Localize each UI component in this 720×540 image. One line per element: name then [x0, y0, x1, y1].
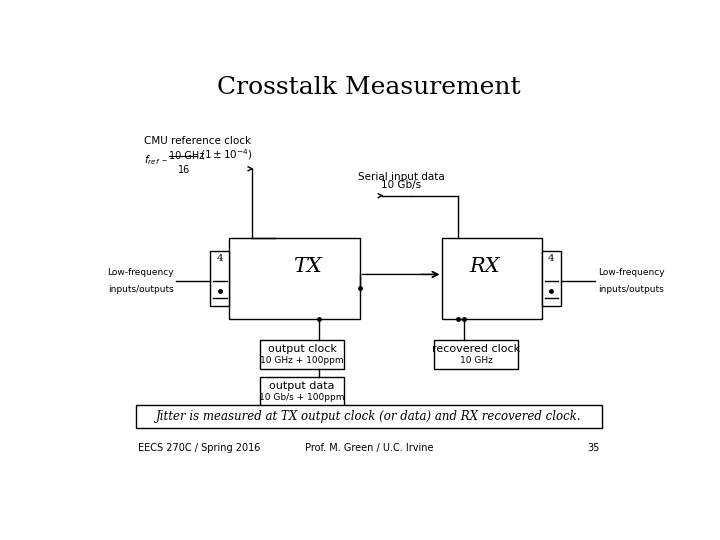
Bar [210, 251, 229, 306]
Text: RX: RX [469, 257, 500, 276]
Text: 10 Gb/s + 100ppm: 10 Gb/s + 100ppm [259, 393, 345, 402]
Text: Serial input data: Serial input data [358, 172, 445, 182]
Text: output data: output data [269, 381, 335, 391]
Text: 4: 4 [548, 254, 555, 263]
Text: Jitter is measured at TX output clock (or data) and RX recovered clock.: Jitter is measured at TX output clock (o… [156, 410, 582, 423]
Text: EECS 270C / Spring 2016: EECS 270C / Spring 2016 [138, 443, 261, 453]
Text: inputs/outputs: inputs/outputs [109, 285, 174, 294]
Bar [261, 340, 343, 369]
Text: Prof. M. Green / U.C. Irvine: Prof. M. Green / U.C. Irvine [305, 443, 433, 453]
Bar [542, 251, 561, 306]
Text: inputs/outputs: inputs/outputs [598, 285, 663, 294]
Text: 10 Gb/s: 10 Gb/s [382, 179, 421, 190]
Text: output clock: output clock [268, 345, 336, 354]
Text: TX: TX [293, 257, 322, 276]
Bar [434, 340, 518, 369]
Bar [229, 238, 360, 319]
Text: 10 GHz: 10 GHz [459, 356, 492, 365]
Bar [137, 405, 601, 428]
Text: recovered clock: recovered clock [432, 345, 520, 354]
Text: 10 GHz + 100ppm: 10 GHz + 100ppm [260, 356, 344, 365]
Text: 16: 16 [178, 165, 190, 175]
Text: $(1 \pm 10^{-4})$: $(1 \pm 10^{-4})$ [199, 147, 253, 163]
Text: Crosstalk Measurement: Crosstalk Measurement [217, 76, 521, 99]
Text: Low-frequency: Low-frequency [598, 268, 665, 278]
Bar [442, 238, 542, 319]
Text: Low-frequency: Low-frequency [107, 268, 174, 278]
Text: 4: 4 [216, 254, 223, 263]
Text: CMU reference clock: CMU reference clock [144, 136, 251, 146]
Text: 10 GHz: 10 GHz [168, 151, 204, 161]
Text: 35: 35 [588, 443, 600, 453]
Bar [261, 377, 343, 406]
Text: $f_{ref}$ –: $f_{ref}$ – [144, 153, 168, 167]
